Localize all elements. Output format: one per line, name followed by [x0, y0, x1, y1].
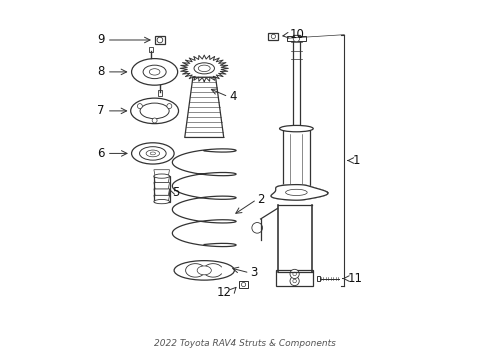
Circle shape [152, 118, 157, 123]
Polygon shape [154, 170, 170, 176]
Ellipse shape [131, 98, 178, 123]
Bar [154, 176, 170, 202]
Text: 9: 9 [98, 33, 105, 46]
Text: 2: 2 [257, 193, 265, 206]
Ellipse shape [154, 199, 170, 204]
Bar [239, 281, 248, 288]
Circle shape [252, 222, 263, 233]
Polygon shape [154, 183, 170, 189]
Circle shape [167, 104, 172, 109]
Ellipse shape [146, 150, 160, 157]
Text: 2022 Toyota RAV4 Struts & Components: 2022 Toyota RAV4 Struts & Components [154, 339, 336, 348]
Text: 5: 5 [172, 186, 179, 199]
Bar [293, 35, 299, 130]
Ellipse shape [149, 69, 160, 75]
Text: 12: 12 [216, 286, 231, 299]
Polygon shape [180, 55, 228, 82]
Text: 7: 7 [98, 104, 105, 117]
Ellipse shape [280, 125, 313, 132]
Circle shape [157, 37, 163, 43]
Bar [283, 130, 310, 189]
Ellipse shape [154, 174, 170, 178]
Ellipse shape [198, 65, 210, 72]
Text: 3: 3 [250, 266, 258, 279]
Bar [276, 270, 313, 286]
Polygon shape [154, 189, 170, 195]
Text: 10: 10 [289, 28, 304, 41]
Ellipse shape [140, 147, 166, 160]
Ellipse shape [140, 103, 169, 119]
Circle shape [290, 276, 299, 285]
Bar [287, 36, 306, 41]
Bar [155, 36, 165, 44]
Text: 8: 8 [98, 66, 105, 78]
Bar [269, 33, 278, 40]
Text: 6: 6 [98, 147, 105, 160]
Text: 4: 4 [229, 90, 237, 103]
Bar [148, 47, 153, 53]
Bar [158, 90, 162, 96]
Circle shape [271, 34, 275, 39]
Ellipse shape [286, 189, 307, 195]
Ellipse shape [150, 152, 155, 155]
Circle shape [290, 269, 299, 279]
Ellipse shape [194, 63, 215, 74]
Circle shape [293, 279, 296, 283]
Circle shape [293, 272, 296, 276]
Text: 11: 11 [348, 272, 363, 285]
Ellipse shape [197, 266, 211, 275]
Ellipse shape [132, 59, 178, 85]
Polygon shape [185, 77, 224, 138]
Circle shape [137, 104, 143, 109]
Bar [317, 276, 319, 282]
Polygon shape [154, 195, 170, 202]
Polygon shape [154, 176, 170, 183]
Ellipse shape [132, 143, 174, 164]
Circle shape [242, 283, 245, 287]
Ellipse shape [174, 261, 234, 280]
Circle shape [293, 35, 299, 42]
Text: 1: 1 [353, 154, 361, 167]
Polygon shape [271, 185, 328, 200]
Ellipse shape [143, 65, 166, 78]
